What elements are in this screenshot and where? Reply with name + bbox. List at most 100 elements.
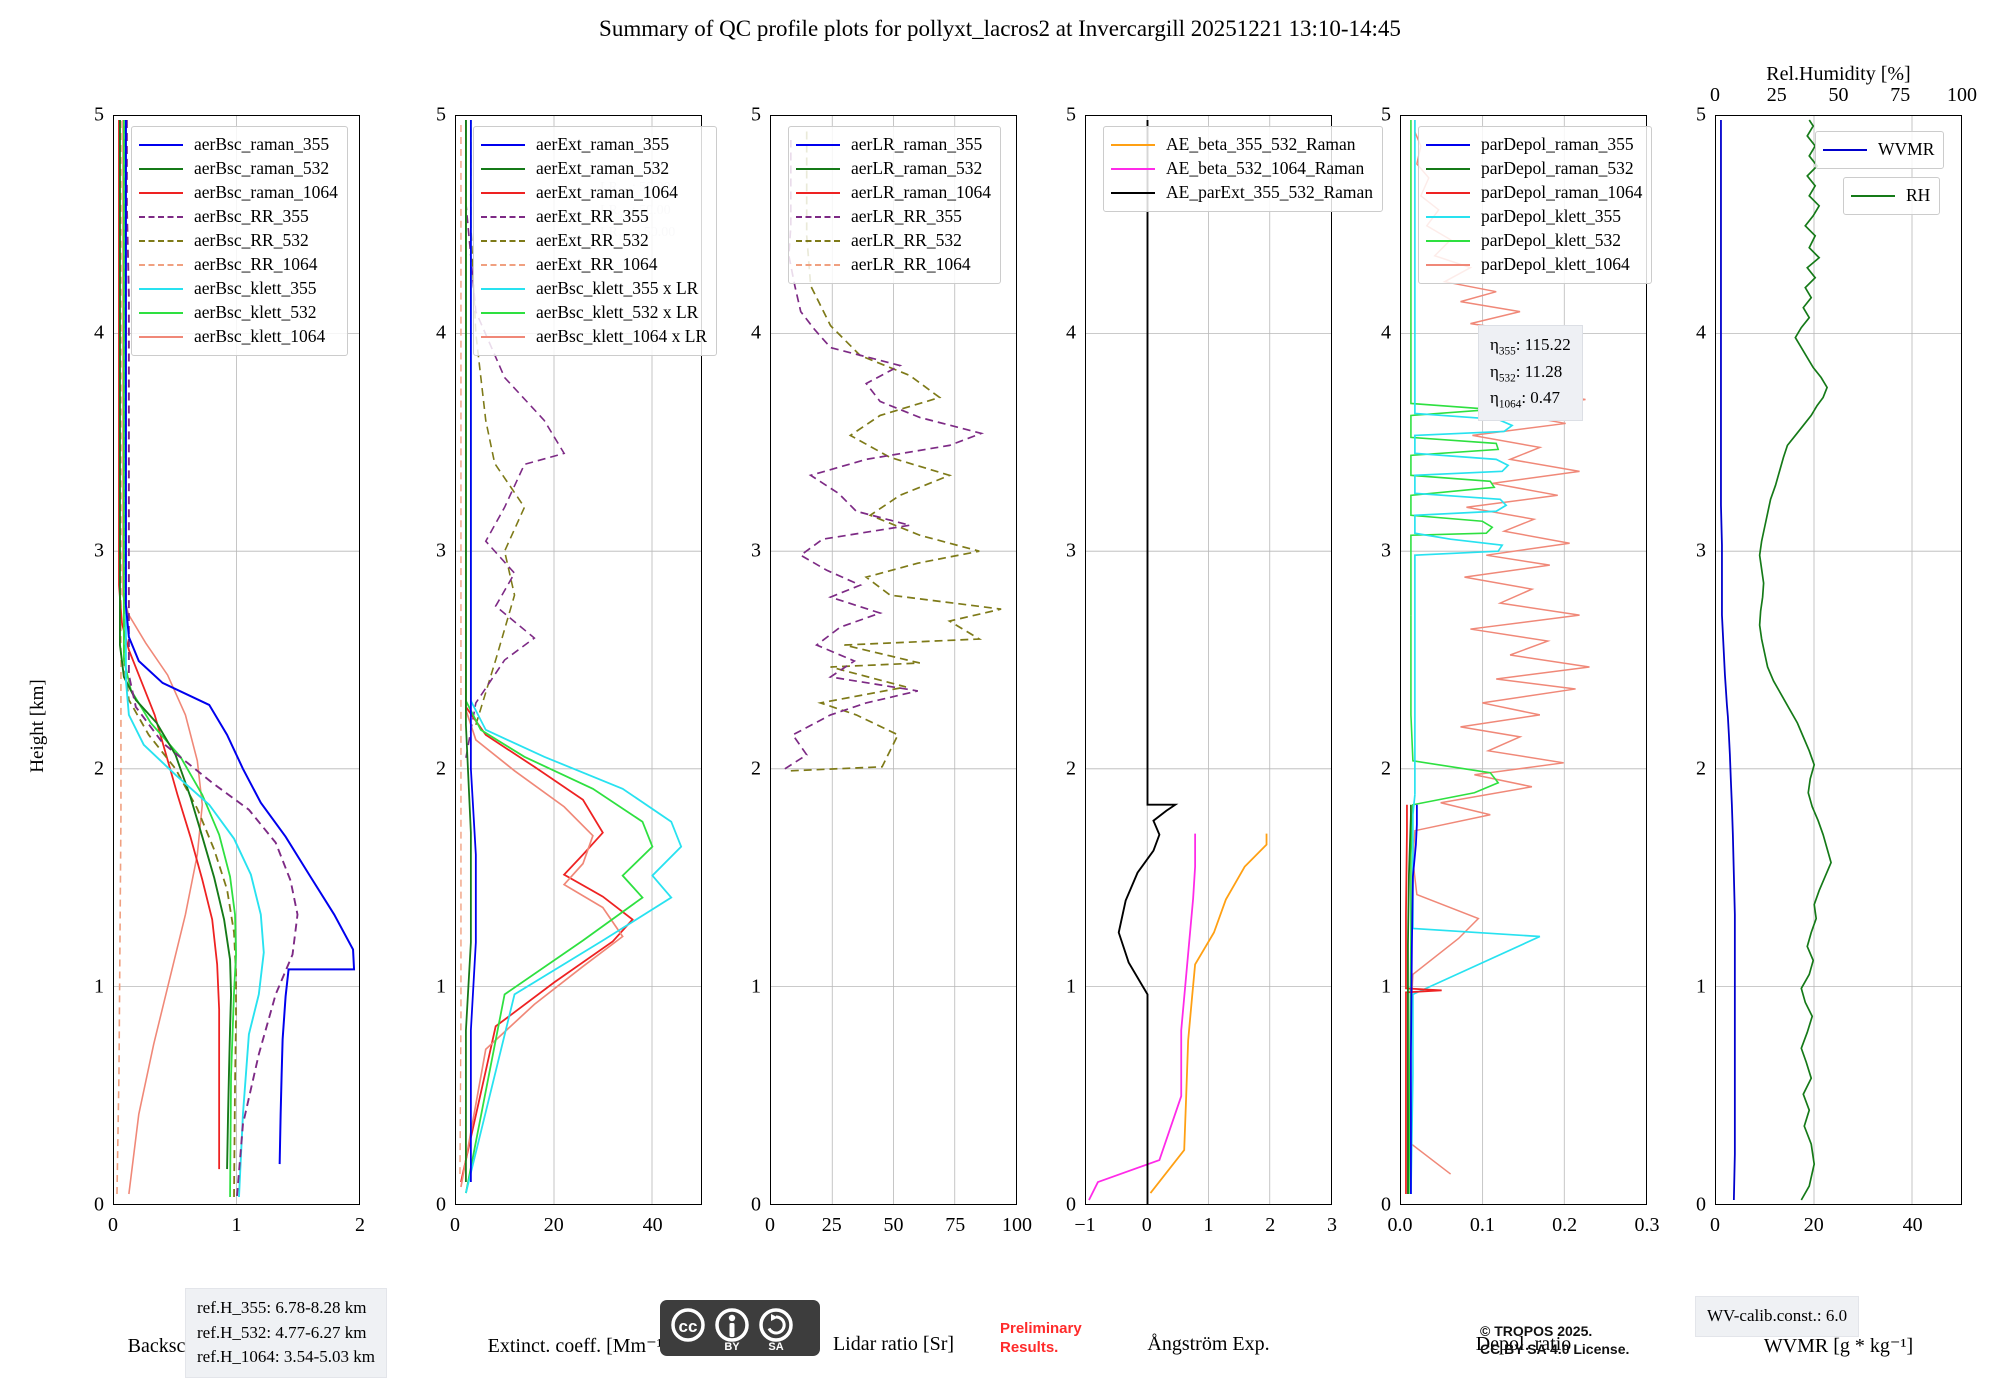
legend-item[interactable]: parDepol_raman_355 [1426, 133, 1642, 157]
y-tick: 0 [436, 1193, 446, 1216]
legend-label: RH [1906, 185, 1931, 206]
legend-item[interactable]: parDepol_klett_1064 [1426, 253, 1642, 277]
legend-item[interactable]: aerExt_raman_355 [481, 133, 707, 157]
legend-item[interactable]: aerBsc_RR_1064 [139, 253, 338, 277]
legend-label: aerLR_raman_1064 [851, 182, 991, 203]
legend-wvmr[interactable]: WVMR [1815, 131, 1945, 169]
y-tick: 2 [1066, 757, 1076, 780]
panel-depol-ratio: 5 4 3 2 1 0 0.0 0.1 0.2 0.3 Depol. ratio [1381, 104, 1660, 1356]
cc-by-sa-badge: cc BY SA [660, 1300, 820, 1356]
legend-item[interactable]: RH [1851, 184, 1930, 208]
legend-swatch [796, 240, 840, 242]
panel-backscatter: Height [km] 5 4 3 2 1 0 0 1 2 Backsc. co… [27, 104, 365, 1358]
legend-label: aerBsc_klett_532 x LR [536, 302, 699, 323]
y-tick: 2 [94, 757, 104, 780]
legend-item[interactable]: aerBsc_RR_355 [139, 205, 338, 229]
cc-sa-label: SA [768, 1341, 783, 1353]
legend-item[interactable]: WVMR [1823, 138, 1934, 162]
legend-swatch [481, 288, 525, 290]
x-axis-label: Depol. ratio [1475, 1333, 1572, 1355]
legend-item[interactable]: parDepol_raman_1064 [1426, 181, 1642, 205]
legend-depol-ratio[interactable]: parDepol_raman_355 parDepol_raman_532 pa… [1418, 126, 1653, 284]
legend-item[interactable]: aerExt_RR_532 [481, 229, 707, 253]
legend-item[interactable]: AE_parExt_355_532_Raman [1111, 181, 1373, 205]
legend-item[interactable]: parDepol_klett_355 [1426, 205, 1642, 229]
x-tick: 2 [1265, 1214, 1276, 1236]
x-tick: 20 [1803, 1214, 1824, 1236]
legend-item[interactable]: aerBsc_raman_1064 [139, 181, 338, 205]
y-tick: 3 [1066, 539, 1076, 562]
legend-swatch [139, 216, 183, 218]
legend-item[interactable]: aerLR_raman_1064 [796, 181, 991, 205]
legend-extinction[interactable]: aerExt_raman_355 aerExt_raman_532 aerExt… [473, 126, 718, 356]
x-tick: 0.0 [1387, 1214, 1413, 1236]
legend-item[interactable]: aerExt_RR_1064 [481, 253, 707, 277]
legend-item[interactable]: aerBsc_klett_532 x LR [481, 301, 707, 325]
y-tick: 5 [1066, 103, 1076, 126]
y-tick: 4 [436, 321, 446, 344]
x-tick: 40 [642, 1214, 663, 1236]
legend-label: aerLR_RR_1064 [851, 254, 971, 275]
legend-label: aerBsc_RR_532 [194, 230, 309, 251]
legend-label: aerBsc_RR_1064 [194, 254, 318, 275]
legend-swatch [481, 312, 525, 314]
legend-item[interactable]: aerLR_raman_532 [796, 157, 991, 181]
panel-humidity: 5 4 3 2 1 0 0 20 40 WVMR [g * kg⁻¹] 0 25… [1696, 63, 1977, 1357]
legend-item[interactable]: parDepol_raman_532 [1426, 157, 1642, 181]
legend-item[interactable]: aerLR_raman_355 [796, 133, 991, 157]
legend-swatch [139, 144, 183, 146]
legend-item[interactable]: aerLR_RR_532 [796, 229, 991, 253]
legend-swatch [796, 168, 840, 170]
legend-item[interactable]: AE_beta_532_1064_Raman [1111, 157, 1373, 181]
legend-swatch [1426, 168, 1470, 170]
legend-item[interactable]: aerBsc_klett_1064 x LR [481, 325, 707, 349]
eta-532: η532: 11.28 [1490, 361, 1563, 385]
legend-item[interactable]: aerBsc_klett_1064 [139, 325, 338, 349]
legend-label: aerLR_raman_355 [851, 134, 983, 155]
legend-item[interactable]: aerBsc_raman_532 [139, 157, 338, 181]
x-tick: 25 [821, 1214, 842, 1236]
y-tick: 2 [436, 757, 446, 780]
legend-item[interactable]: aerBsc_raman_355 [139, 133, 338, 157]
legend-label: aerBsc_raman_1064 [194, 182, 338, 203]
legend-item[interactable]: parDepol_klett_532 [1426, 229, 1642, 253]
x-axis-label-top: Rel.Humidity [%] [1766, 63, 1911, 85]
y-tick: 3 [1381, 539, 1391, 562]
legend-item[interactable]: AE_beta_355_532_Raman [1111, 133, 1373, 157]
legend-angstrom[interactable]: AE_beta_355_532_Raman AE_beta_532_1064_R… [1103, 126, 1384, 212]
y-tick: 5 [1381, 103, 1391, 126]
legend-item[interactable]: aerExt_raman_532 [481, 157, 707, 181]
legend-item[interactable]: aerExt_RR_355 [481, 205, 707, 229]
legend-swatch [139, 192, 183, 194]
x-tick: 0 [765, 1214, 775, 1236]
y-tick: 2 [751, 757, 761, 780]
legend-item[interactable]: aerBsc_klett_355 x LR [481, 277, 707, 301]
y-tick: 1 [1381, 975, 1391, 998]
x-axis-label: Lidar ratio [Sr] [832, 1333, 955, 1355]
legend-label: parDepol_raman_1064 [1481, 182, 1643, 203]
legend-item[interactable]: aerLR_RR_1064 [796, 253, 991, 277]
legend-item[interactable]: aerBsc_klett_532 [139, 301, 338, 325]
y-tick: 1 [436, 975, 446, 998]
legend-label: aerLR_RR_532 [851, 230, 962, 251]
legend-rh[interactable]: RH [1843, 177, 1941, 215]
preliminary-results-note: Preliminary Results. [1000, 1320, 1082, 1358]
legend-item[interactable]: aerExt_raman_1064 [481, 181, 707, 205]
y-tick: 4 [1696, 321, 1706, 344]
legend-item[interactable]: aerLR_RR_355 [796, 205, 991, 229]
legend-label: aerExt_raman_532 [536, 158, 670, 179]
legend-swatch [796, 264, 840, 266]
legend-backscatter[interactable]: aerBsc_raman_355 aerBsc_raman_532 aerBsc… [131, 126, 348, 356]
x-tick: 1 [231, 1214, 242, 1236]
y-tick: 0 [94, 1193, 104, 1216]
legend-item[interactable]: aerBsc_klett_355 [139, 277, 338, 301]
legend-swatch [481, 264, 525, 266]
legend-swatch [1111, 192, 1155, 194]
y-tick: 0 [1381, 1193, 1391, 1216]
legend-label: aerLR_raman_532 [851, 158, 983, 179]
y-tick: 4 [1066, 321, 1076, 344]
legend-lidar-ratio[interactable]: aerLR_raman_355 aerLR_raman_532 aerLR_ra… [788, 126, 1001, 284]
legend-item[interactable]: aerBsc_RR_532 [139, 229, 338, 253]
x-tick-top: 75 [1890, 84, 1911, 106]
